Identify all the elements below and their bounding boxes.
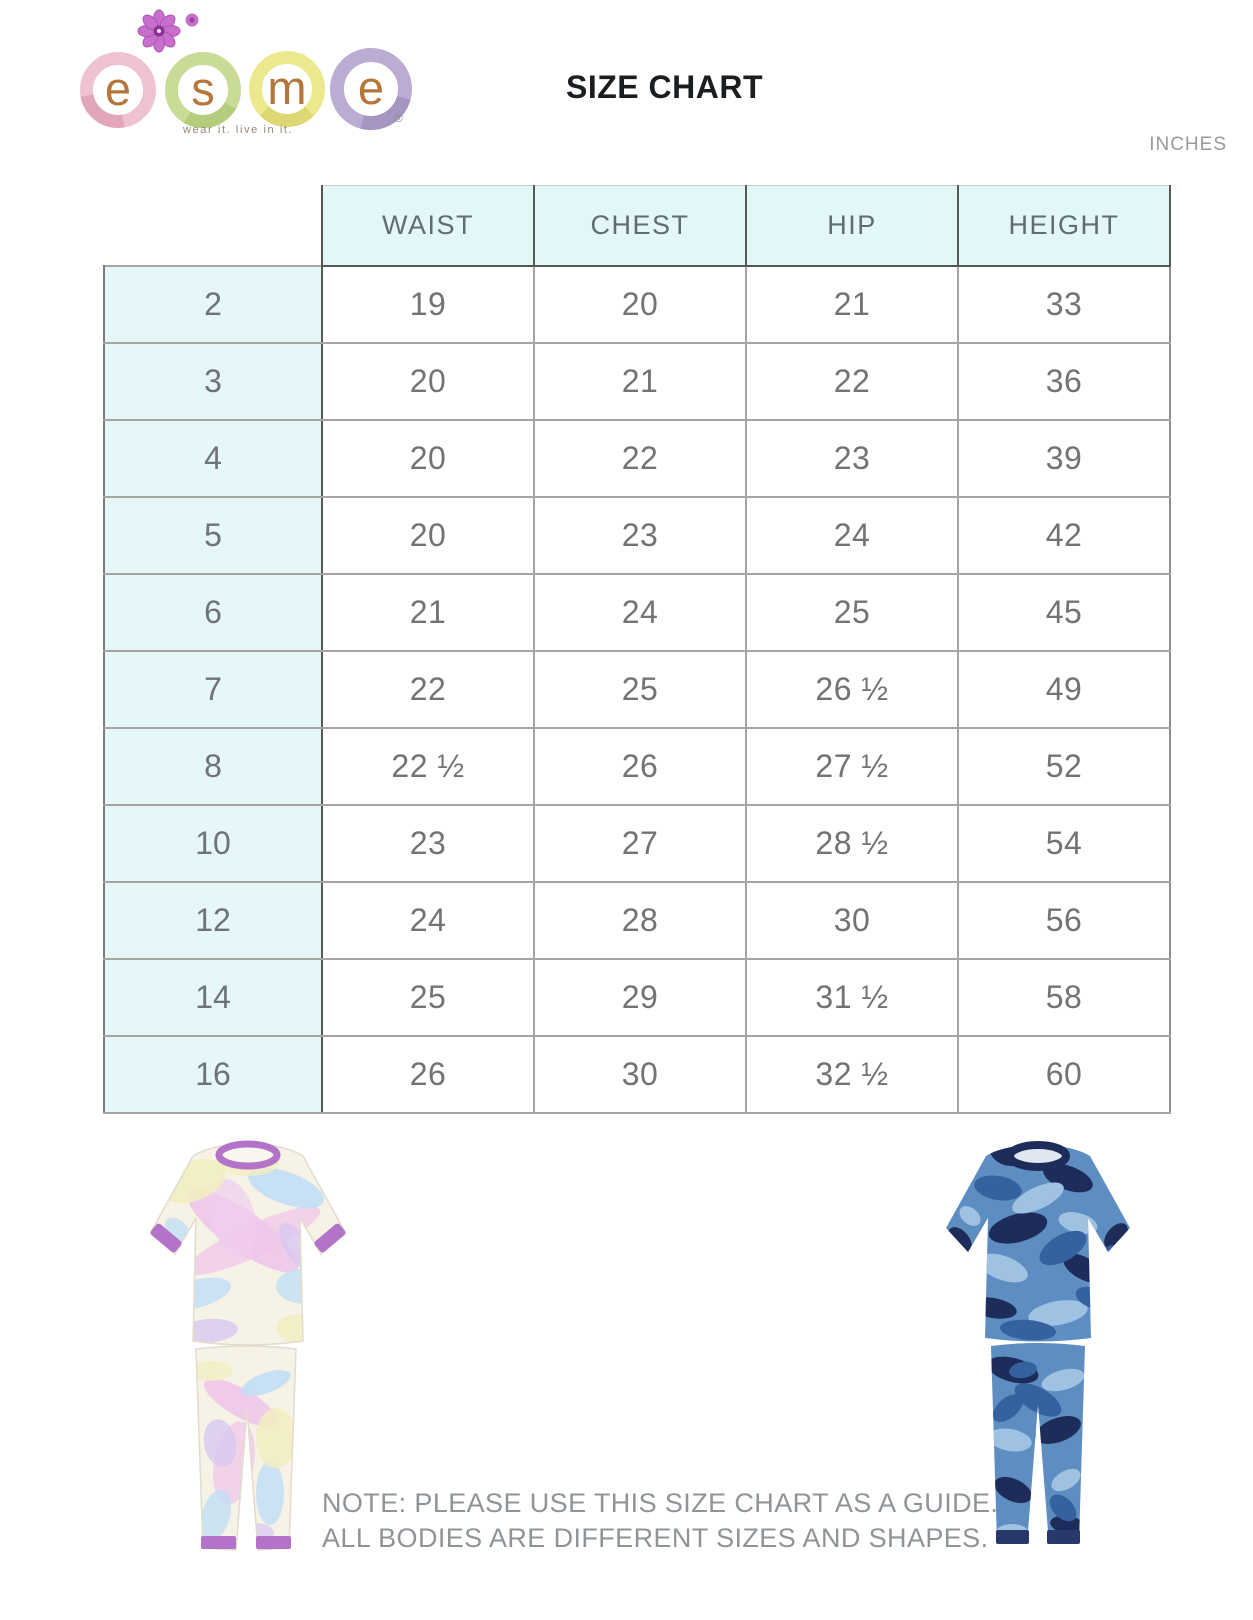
value-cell: 21 [745, 264, 959, 344]
value-cell: 31 ½ [745, 957, 959, 1037]
value-cell: 22 [533, 418, 747, 498]
value-cell: 29 [533, 957, 747, 1037]
size-cell: 5 [103, 495, 323, 575]
page-title: SIZE CHART [566, 69, 763, 105]
logo-letter: e [104, 61, 132, 115]
table-row: 7 22 25 26 ½ 49 [103, 649, 1171, 729]
column-header-height: HEIGHT [957, 185, 1171, 267]
value-cell: 32 ½ [745, 1034, 959, 1114]
table-row: 3 20 21 22 36 [103, 341, 1171, 421]
value-cell: 58 [957, 957, 1171, 1037]
size-cell: 8 [103, 726, 323, 806]
table-row: 10 23 27 28 ½ 54 [103, 803, 1171, 883]
value-cell: 20 [321, 495, 535, 575]
table-row: 5 20 23 24 42 [103, 495, 1171, 575]
value-cell: 36 [957, 341, 1171, 421]
logo-letter: m [267, 60, 307, 114]
size-cell: 6 [103, 572, 323, 652]
value-cell: 23 [321, 803, 535, 883]
value-cell: 28 [533, 880, 747, 960]
size-cell: 12 [103, 880, 323, 960]
size-cell: 2 [103, 264, 323, 344]
value-cell: 26 [321, 1034, 535, 1114]
value-cell: 25 [321, 957, 535, 1037]
size-cell: 4 [103, 418, 323, 498]
size-cell: 10 [103, 803, 323, 883]
value-cell: 20 [321, 341, 535, 421]
value-cell: 23 [745, 418, 959, 498]
value-cell: 23 [533, 495, 747, 575]
size-cell: 16 [103, 1034, 323, 1114]
logo-ring-e1: e [80, 52, 156, 128]
tie-dye-pajama-image [150, 1140, 346, 1551]
value-cell: 49 [957, 649, 1171, 729]
corner-cell [104, 186, 322, 266]
value-cell: 33 [957, 264, 1171, 344]
value-cell: 60 [957, 1034, 1171, 1114]
value-cell: 54 [957, 803, 1171, 883]
brand-tagline: wear it. live in it. [183, 124, 294, 136]
size-cell: 14 [103, 957, 323, 1037]
value-cell: 24 [321, 880, 535, 960]
value-cell: 24 [745, 495, 959, 575]
table-row: 6 21 24 25 45 [103, 572, 1171, 652]
value-cell: 27 [533, 803, 747, 883]
flower-dot-icon [185, 13, 199, 27]
value-cell: 26 [533, 726, 747, 806]
value-cell: 27 ½ [745, 726, 959, 806]
trademark-symbol: ® [394, 111, 403, 125]
column-header-chest: CHEST [533, 185, 747, 267]
note-line-2: ALL BODIES ARE DIFFERENT SIZES AND SHAPE… [322, 1523, 989, 1553]
table-row: 4 20 22 23 39 [103, 418, 1171, 498]
table-row: 14 25 29 31 ½ 58 [103, 957, 1171, 1037]
note-text: NOTE: PLEASE USE THIS SIZE CHART AS A GU… [322, 1486, 998, 1556]
value-cell: 30 [533, 1034, 747, 1114]
value-cell: 30 [745, 880, 959, 960]
table-header-row: WAIST CHEST HIP HEIGHT [104, 185, 1171, 267]
value-cell: 21 [321, 572, 535, 652]
column-header-hip: HIP [745, 185, 959, 267]
table-row: 2 19 20 21 33 [103, 264, 1171, 344]
table-row: 16 26 30 32 ½ 60 [103, 1034, 1171, 1114]
value-cell: 25 [533, 649, 747, 729]
brand-logo: e s m e ® wear it. live in it. [0, 0, 430, 160]
value-cell: 39 [957, 418, 1171, 498]
size-cell: 3 [103, 341, 323, 421]
value-cell: 22 [321, 649, 535, 729]
value-cell: 26 ½ [745, 649, 959, 729]
value-cell: 45 [957, 572, 1171, 652]
value-cell: 20 [533, 264, 747, 344]
value-cell: 20 [321, 418, 535, 498]
camo-pajama-image [946, 1141, 1130, 1544]
value-cell: 24 [533, 572, 747, 652]
note-line-1: NOTE: PLEASE USE THIS SIZE CHART AS A GU… [322, 1488, 999, 1518]
value-cell: 25 [745, 572, 959, 652]
value-cell: 28 ½ [745, 803, 959, 883]
size-cell: 7 [103, 649, 323, 729]
logo-letter: e [357, 60, 385, 114]
table-row: 8 22 ½ 26 27 ½ 52 [103, 726, 1171, 806]
value-cell: 22 ½ [321, 726, 535, 806]
value-cell: 42 [957, 495, 1171, 575]
value-cell: 19 [321, 264, 535, 344]
column-header-waist: WAIST [321, 185, 535, 267]
value-cell: 21 [533, 341, 747, 421]
units-label: INCHES [1149, 134, 1227, 155]
logo-ring-s: s [165, 52, 241, 128]
value-cell: 22 [745, 341, 959, 421]
value-cell: 56 [957, 880, 1171, 960]
flower-icon [137, 9, 181, 53]
logo-letter: s [191, 61, 215, 115]
logo-ring-m: m [249, 51, 325, 127]
size-chart-table: WAIST CHEST HIP HEIGHT 2 19 20 21 33 3 2… [103, 185, 1171, 1114]
value-cell: 52 [957, 726, 1171, 806]
table-row: 12 24 28 30 56 [103, 880, 1171, 960]
